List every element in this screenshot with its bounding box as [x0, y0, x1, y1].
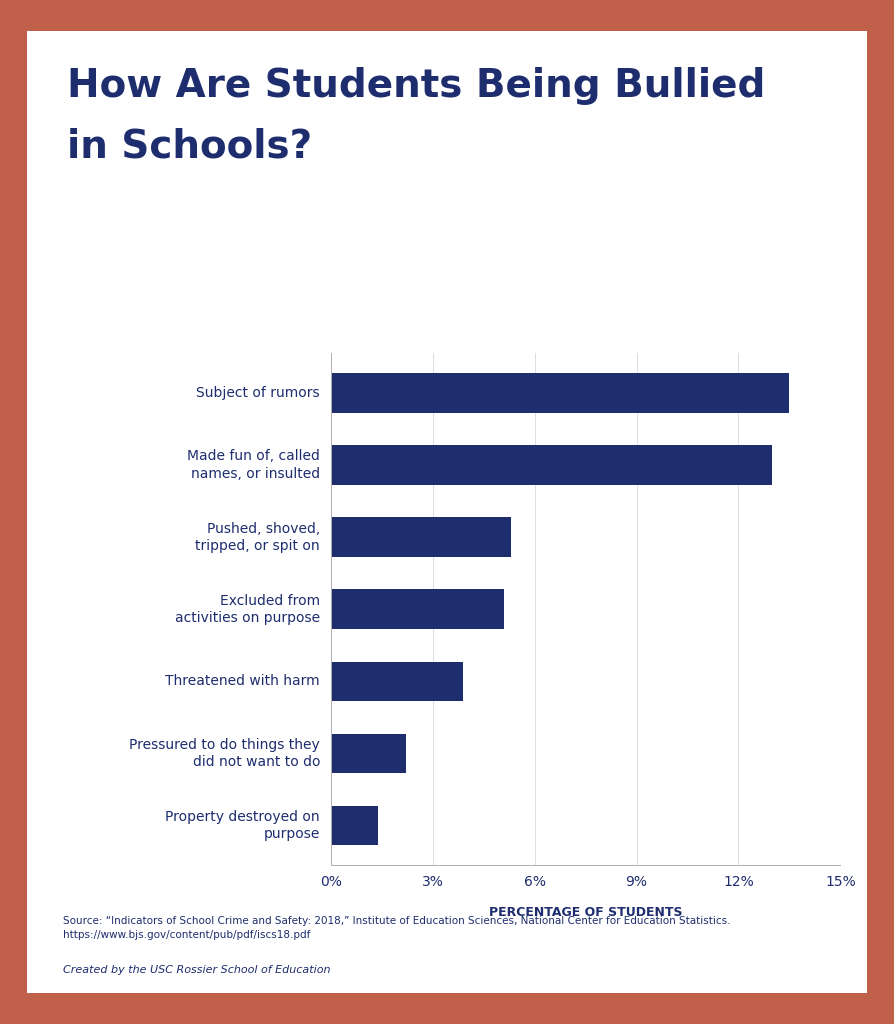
Bar: [331, 806, 378, 846]
Text: Property destroyed on
purpose: Property destroyed on purpose: [165, 810, 320, 842]
Text: Subject of rumors: Subject of rumors: [197, 386, 320, 400]
Text: How Are Students Being Bullied: How Are Students Being Bullied: [67, 67, 765, 104]
Bar: [331, 662, 463, 701]
X-axis label: PERCENTAGE OF STUDENTS: PERCENTAGE OF STUDENTS: [489, 905, 682, 919]
Bar: [331, 445, 772, 485]
Text: Pressured to do things they
did not want to do: Pressured to do things they did not want…: [130, 738, 320, 769]
Bar: [331, 733, 406, 773]
Bar: [331, 590, 504, 629]
Text: Created by the USC Rossier School of Education: Created by the USC Rossier School of Edu…: [63, 965, 330, 975]
Text: Made fun of, called
names, or insulted: Made fun of, called names, or insulted: [187, 450, 320, 480]
Text: Pushed, shoved,
tripped, or spit on: Pushed, shoved, tripped, or spit on: [196, 521, 320, 553]
Text: Excluded from
activities on purpose: Excluded from activities on purpose: [175, 594, 320, 625]
Bar: [331, 373, 789, 413]
Text: Threatened with harm: Threatened with harm: [165, 675, 320, 688]
Bar: [331, 517, 510, 557]
Text: in Schools?: in Schools?: [67, 128, 312, 166]
Text: Source: “Indicators of School Crime and Safety: 2018,” Institute of Education Sc: Source: “Indicators of School Crime and …: [63, 916, 730, 940]
